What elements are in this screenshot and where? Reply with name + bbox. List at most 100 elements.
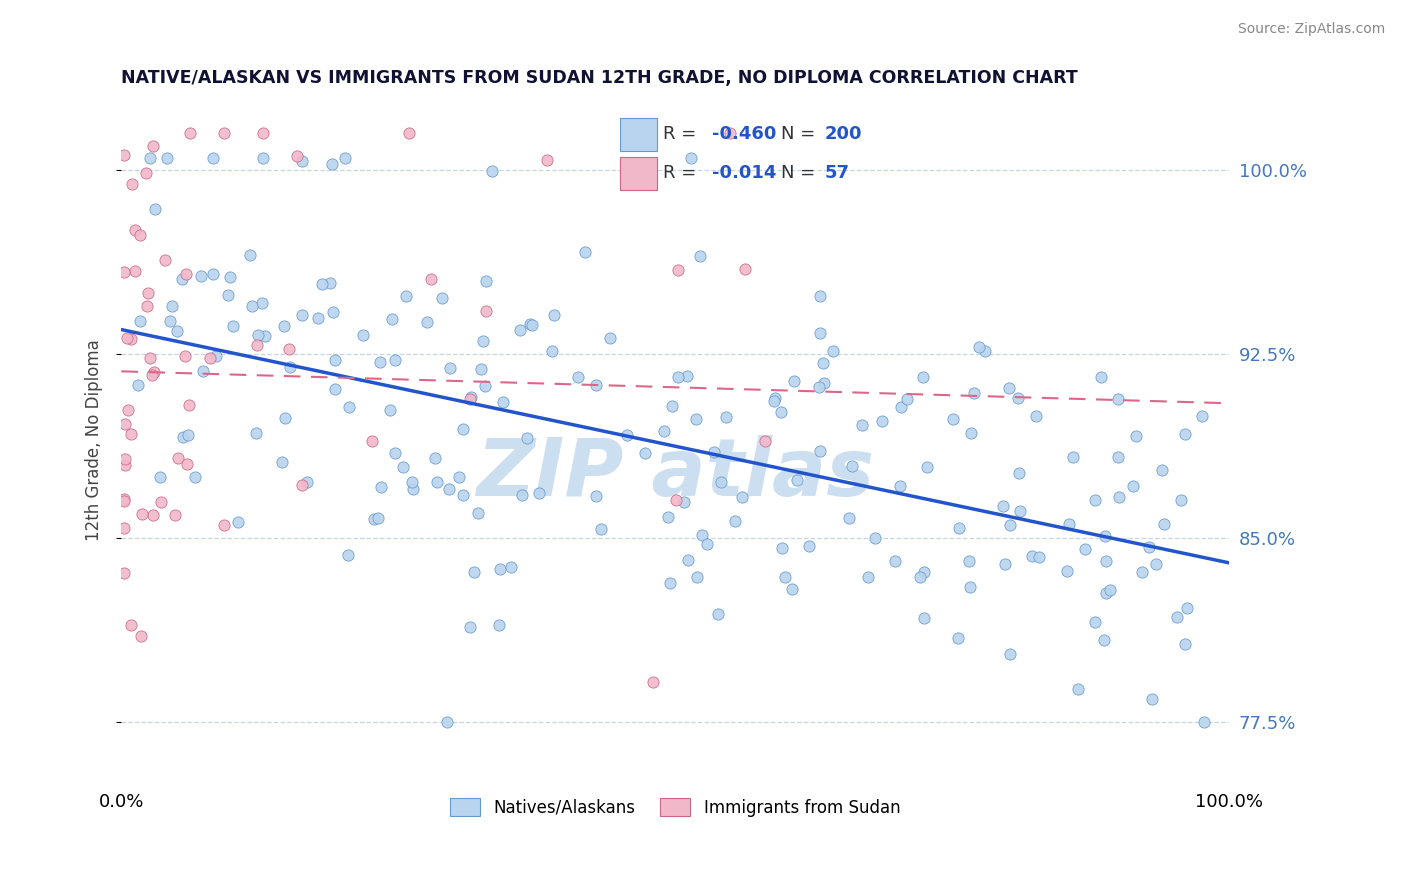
Point: [1028, 550, 1050, 565]
Point: [463, 565, 485, 579]
Point: [402, 482, 425, 496]
Point: [430, 291, 453, 305]
Point: [707, 607, 730, 621]
Point: [401, 475, 423, 489]
Point: [786, 473, 808, 487]
Point: [481, 163, 503, 178]
Point: [678, 553, 700, 567]
Point: [1092, 633, 1115, 648]
Point: [689, 249, 711, 263]
Point: [475, 303, 498, 318]
Point: [114, 452, 136, 467]
Point: [696, 537, 718, 551]
Point: [998, 381, 1021, 395]
Point: [285, 149, 308, 163]
Point: [384, 353, 406, 368]
Point: [948, 521, 970, 535]
Point: [136, 299, 159, 313]
Point: [770, 405, 793, 419]
Point: [884, 554, 907, 568]
Point: [124, 223, 146, 237]
Point: [240, 299, 263, 313]
Point: [567, 369, 589, 384]
Point: [245, 425, 267, 440]
Point: [541, 343, 564, 358]
Point: [1057, 517, 1080, 532]
Point: [166, 324, 188, 338]
Point: [436, 715, 458, 730]
Point: [1107, 392, 1129, 407]
Point: [1108, 490, 1130, 504]
Point: [120, 618, 142, 632]
Point: [724, 514, 747, 528]
Point: [458, 620, 481, 634]
Y-axis label: 12th Grade, No Diploma: 12th Grade, No Diploma: [86, 339, 103, 541]
Point: [139, 351, 162, 365]
Point: [212, 517, 235, 532]
Point: [821, 344, 844, 359]
Point: [291, 154, 314, 169]
Point: [963, 385, 986, 400]
Point: [959, 580, 981, 594]
Point: [666, 370, 689, 384]
Point: [112, 566, 135, 580]
Point: [135, 166, 157, 180]
Point: [278, 342, 301, 356]
Point: [311, 277, 333, 292]
Point: [363, 512, 385, 526]
Point: [191, 364, 214, 378]
Point: [872, 414, 894, 428]
Point: [460, 390, 482, 404]
Point: [703, 445, 725, 459]
Point: [998, 517, 1021, 532]
Point: [253, 329, 276, 343]
Point: [467, 506, 489, 520]
Point: [543, 309, 565, 323]
Point: [176, 267, 198, 281]
Point: [273, 319, 295, 334]
Point: [813, 376, 835, 391]
Point: [599, 331, 621, 345]
Point: [783, 375, 806, 389]
Point: [714, 410, 737, 425]
Point: [658, 575, 681, 590]
Point: [679, 151, 702, 165]
Point: [1084, 615, 1107, 630]
Point: [398, 126, 420, 140]
Point: [520, 318, 543, 332]
Point: [527, 485, 550, 500]
Point: [1140, 691, 1163, 706]
Point: [501, 560, 523, 574]
Point: [808, 326, 831, 340]
Point: [516, 431, 538, 445]
Point: [652, 424, 675, 438]
Point: [141, 138, 163, 153]
Point: [591, 522, 613, 536]
Point: [163, 508, 186, 522]
Point: [252, 296, 274, 310]
Point: [797, 540, 820, 554]
Point: [1062, 450, 1084, 465]
Point: [124, 263, 146, 277]
Point: [585, 378, 607, 392]
Point: [673, 494, 696, 508]
Point: [1107, 450, 1129, 464]
Point: [136, 286, 159, 301]
Point: [451, 488, 474, 502]
Point: [162, 300, 184, 314]
Point: [765, 391, 787, 405]
Point: [291, 478, 314, 492]
Point: [120, 333, 142, 347]
Point: [458, 392, 481, 407]
Point: [665, 492, 688, 507]
Point: [117, 331, 139, 345]
Point: [1175, 601, 1198, 615]
Point: [201, 267, 224, 281]
Point: [321, 157, 343, 171]
Point: [661, 399, 683, 413]
Text: ZIP atlas: ZIP atlas: [477, 435, 875, 514]
Point: [1125, 428, 1147, 442]
Point: [1166, 610, 1188, 624]
Legend: Natives/Alaskans, Immigrants from Sudan: Natives/Alaskans, Immigrants from Sudan: [443, 791, 907, 823]
Point: [1095, 586, 1118, 600]
